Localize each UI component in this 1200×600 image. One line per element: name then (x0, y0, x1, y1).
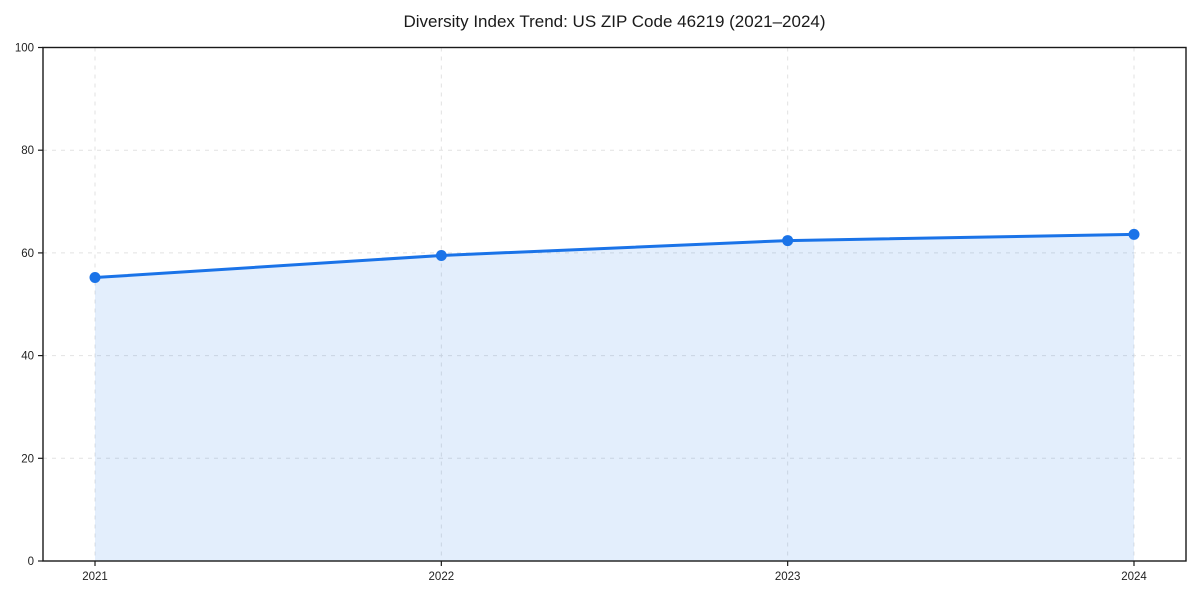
y-axis-tick-label: 20 (21, 453, 34, 465)
plot-frame (42, 46, 1187, 562)
x-axis-tick-label: 2021 (82, 571, 108, 583)
x-axis-tick-label: 2023 (775, 571, 801, 583)
trend-line (93, 232, 1136, 280)
y-axis-tick-label: 60 (21, 248, 34, 260)
y-axis-tick-label: 100 (15, 43, 34, 55)
y-axis-tick-label: 80 (21, 145, 34, 157)
data-point-marker (435, 249, 447, 261)
area-fill (95, 234, 1134, 561)
y-axis-tick-label: 40 (21, 351, 34, 363)
data-point-marker (89, 272, 101, 284)
data-point-marker (1128, 228, 1140, 240)
y-axis-tick-label: 0 (28, 556, 34, 568)
x-axis-tick-label: 2024 (1121, 571, 1147, 583)
chart-title: Diversity Index Trend: US ZIP Code 46219… (403, 12, 826, 31)
x-axis-tick-label: 2022 (429, 571, 455, 583)
data-point-marker (782, 235, 794, 247)
